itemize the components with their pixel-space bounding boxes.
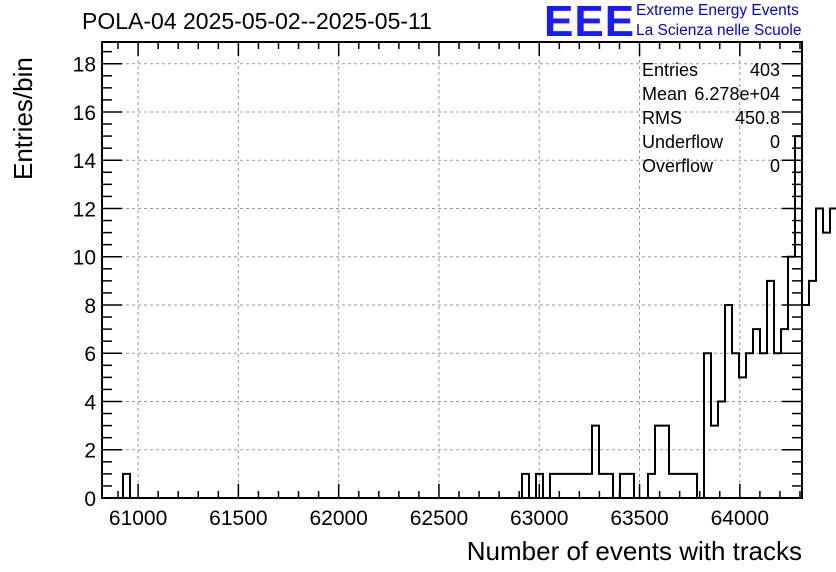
histogram-bin (606, 474, 613, 498)
histogram-bin (662, 426, 669, 498)
histogram-bin (620, 474, 627, 498)
histogram-bin (760, 353, 767, 498)
eee-logo-icon: EEE (544, 0, 635, 40)
axis-ticks (102, 42, 802, 499)
y-tick-label: 0 (84, 488, 96, 511)
histogram-bin (627, 474, 634, 498)
stats-box: Entries 403 Mean 6.278e+04 RMS 450.8 Und… (640, 58, 780, 178)
histogram-bin (571, 474, 578, 498)
x-axis-label: Number of events with tracks (466, 536, 802, 566)
histogram-bin (802, 305, 809, 498)
stat-overflow: Overflow 0 (640, 154, 780, 178)
chart-title: POLA-04 2025-05-02--2025-05-11 (82, 8, 432, 34)
histogram-bin (816, 208, 823, 498)
histogram-bin (732, 353, 739, 498)
histogram-bin (823, 233, 830, 498)
stat-mean-label: Mean (642, 84, 688, 104)
histogram-bin (746, 353, 753, 498)
y-tick-label: 18 (73, 54, 96, 77)
y-tick-label: 4 (84, 391, 96, 414)
histogram-bin (690, 474, 697, 498)
stat-entries: Entries 403 (640, 58, 780, 82)
stat-overflow-label: Overflow (642, 156, 714, 176)
x-tick-label: 62500 (410, 507, 468, 530)
histogram-bin (123, 474, 130, 498)
y-tick-label: 10 (73, 247, 96, 270)
y-tick-label: 14 (73, 150, 97, 173)
stat-underflow: Underflow 0 (640, 130, 780, 154)
logo-caption-line1: Extreme Energy Events (636, 2, 799, 19)
y-tick-label: 16 (73, 102, 96, 125)
x-tick-label: 61500 (209, 507, 267, 530)
histogram-bin (739, 377, 746, 498)
histogram-bin (585, 474, 592, 498)
histogram-bin (753, 329, 760, 498)
histogram-bin (767, 281, 774, 498)
x-tick-label: 64000 (711, 507, 769, 530)
grid-lines (102, 42, 802, 498)
histogram-bin (522, 474, 529, 498)
histogram-bin (781, 329, 788, 498)
histogram-bin (648, 474, 655, 498)
histogram-bin (830, 208, 836, 498)
stat-mean-value: 6.278e+04 (694, 84, 780, 104)
stat-entries-value: 403 (749, 60, 780, 80)
stat-rms-value: 450.8 (734, 108, 780, 128)
y-tick-label: 12 (73, 198, 96, 221)
histogram-bin (683, 474, 690, 498)
axis-tick-labels: 61000 61500 62000 62500 63000 63500 64000 0 2 4 6 8… (73, 54, 769, 530)
stat-overflow-value: 0 (769, 156, 780, 176)
stat-rms: RMS 450.8 (640, 106, 780, 130)
stat-entries-label: Entries (642, 60, 699, 80)
y-axis-label: Entries/bin (8, 57, 38, 180)
histogram-bin (809, 281, 816, 498)
stat-underflow-value: 0 (769, 132, 780, 152)
y-tick-label: 2 (84, 440, 96, 463)
histogram-bin (704, 353, 711, 498)
logo-text: EEE (544, 0, 635, 40)
y-tick-label: 6 (84, 343, 96, 366)
stat-mean: Mean 6.278e+04 (640, 82, 780, 106)
stat-underflow-label: Underflow (642, 132, 724, 152)
plot-frame (101, 41, 803, 499)
histogram-bin (711, 426, 718, 498)
x-tick-label: 62000 (309, 507, 367, 530)
y-tick-label: 8 (84, 295, 96, 318)
histogram-bin (655, 426, 662, 498)
x-tick-label: 63000 (510, 507, 568, 530)
histogram-bin (557, 474, 564, 498)
histogram-bin (550, 474, 557, 498)
histogram-bin (669, 474, 676, 498)
histogram-bin (564, 474, 571, 498)
x-tick-label: 63500 (610, 507, 668, 530)
stat-rms-label: RMS (642, 108, 682, 128)
histogram-bin (592, 426, 599, 498)
x-tick-label: 61000 (109, 507, 167, 530)
histogram-bin (774, 353, 781, 498)
logo-caption-line2: La Scienza nelle Scuole (636, 22, 802, 39)
